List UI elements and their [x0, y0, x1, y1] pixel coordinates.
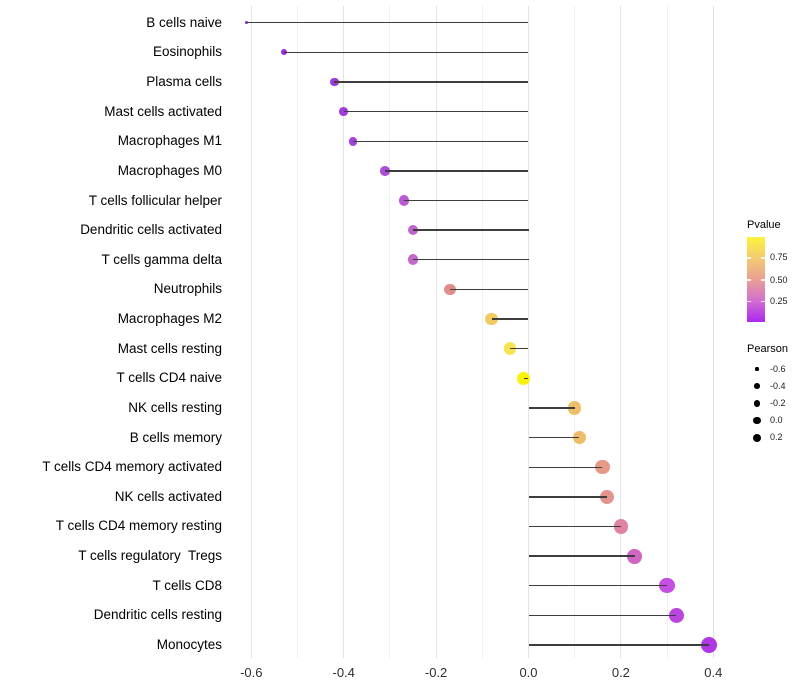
lollipop-stem: [510, 348, 529, 350]
lollipop-point: [348, 136, 358, 146]
size-legend-label: 0.0: [770, 415, 783, 426]
lollipop-point: [407, 224, 419, 236]
lollipop-point: [567, 401, 582, 415]
size-legend-dot: [754, 383, 760, 389]
lollipop-point: [330, 77, 339, 87]
x-tick-label: -0.4: [332, 665, 355, 680]
lollipop-stem: [528, 407, 575, 409]
lollipop-stem: [528, 525, 621, 528]
gridline-major: [435, 6, 437, 658]
lollipop-point: [572, 430, 587, 445]
lollipop-stem: [528, 555, 635, 557]
lollipop-stem: [413, 229, 529, 231]
gridline-minor: [481, 6, 483, 658]
lollipop-point: [517, 371, 531, 385]
x-tick-label: 0.2: [611, 665, 630, 680]
lollipop-stem: [413, 259, 529, 261]
gridline-minor: [297, 6, 298, 658]
lollipop-stem: [528, 614, 677, 617]
x-tick-label: -0.6: [240, 665, 263, 680]
colorbar-tick: [747, 257, 751, 259]
legend-pearson-title: Pearson: [747, 343, 788, 355]
size-legend-dot: [753, 400, 761, 407]
x-tick-label: -0.2: [424, 665, 448, 680]
size-legend-dot: [755, 367, 759, 371]
lollipop-stem: [343, 110, 529, 113]
colorbar-tick: [760, 279, 765, 281]
lollipop-point: [627, 548, 643, 564]
lollipop-stem: [403, 199, 529, 202]
lollipop-point: [407, 254, 419, 266]
gridline-major: [620, 6, 622, 658]
category-label: Macrophages M1: [117, 133, 222, 149]
lollipop-stem: [528, 496, 608, 498]
category-label: T cells CD4 memory resting: [55, 518, 222, 534]
category-label: Plasma cells: [146, 73, 222, 89]
lollipop-stem: [528, 644, 709, 646]
size-legend-label: 0.2: [770, 432, 783, 443]
size-legend-label: -0.6: [770, 363, 786, 374]
category-label: T cells gamma delta: [101, 251, 222, 267]
category-label: T cells CD4 memory activated: [42, 459, 222, 475]
lollipop-stem: [528, 436, 580, 439]
lollipop-stem: [528, 466, 603, 468]
gridline-major: [343, 6, 345, 658]
category-label: Dendritic cells activated: [80, 222, 222, 238]
lollipop-point: [398, 195, 409, 206]
colorbar-tick: [760, 300, 765, 303]
category-label: Macrophages M0: [117, 162, 222, 178]
x-tick-label: 0.4: [704, 665, 723, 680]
category-label: Monocytes: [156, 637, 222, 653]
lollipop-stem: [334, 81, 529, 83]
lollipop-stem: [352, 140, 529, 142]
category-label: T cells regulatory Tregs: [78, 548, 222, 564]
lollipop-stem: [523, 377, 529, 379]
colorbar-tick-label: 0.75: [770, 252, 788, 263]
pvalue-colorbar: [747, 237, 765, 322]
gridline-minor: [574, 6, 576, 658]
category-label: Dendritic cells resting: [93, 607, 222, 623]
gridline-major: [250, 6, 252, 658]
category-label: Mast cells activated: [104, 103, 222, 119]
category-label: Mast cells resting: [117, 340, 222, 356]
category-label: T cells follicular helper: [88, 192, 222, 208]
colorbar-tick-label: 0.25: [770, 296, 788, 306]
lollipop-stem: [528, 585, 668, 587]
category-label: B cells memory: [129, 429, 222, 445]
legend-pvalue-title: Pvalue: [747, 219, 781, 231]
gridline-minor: [666, 6, 668, 658]
category-label: NK cells activated: [114, 488, 222, 504]
lollipop-stem: [283, 51, 529, 53]
category-label: T cells CD4 naive: [116, 370, 222, 386]
lollipop-point: [444, 283, 456, 296]
category-label: Neutrophils: [153, 281, 222, 297]
category-label: T cells CD8: [152, 577, 222, 593]
gridline-major: [712, 6, 714, 658]
colorbar-tick: [747, 279, 751, 281]
lollipop-point: [595, 460, 610, 475]
x-tick-label: 0.0: [519, 665, 538, 680]
lollipop-stem: [491, 318, 529, 320]
size-legend-dot: [753, 416, 761, 425]
colorbar-tick-label: 0.50: [770, 274, 788, 285]
gridline-major: [528, 6, 529, 658]
category-label: B cells naive: [146, 14, 222, 30]
category-label: Macrophages M2: [117, 311, 222, 327]
lollipop-stem: [449, 288, 529, 291]
lollipop-point: [599, 489, 615, 504]
lollipop-point: [668, 607, 685, 624]
lollipop-stem: [246, 22, 529, 24]
size-legend-label: -0.4: [770, 380, 786, 391]
category-label: NK cells resting: [128, 399, 222, 415]
colorbar-tick: [760, 257, 765, 259]
lollipop-point: [700, 636, 717, 654]
category-label: Eosinophils: [152, 44, 222, 60]
size-legend-label: -0.2: [770, 397, 786, 408]
lollipop-stem: [385, 170, 529, 172]
colorbar-tick: [747, 300, 751, 303]
size-legend-dot: [752, 433, 762, 442]
gridline-minor: [389, 6, 391, 658]
